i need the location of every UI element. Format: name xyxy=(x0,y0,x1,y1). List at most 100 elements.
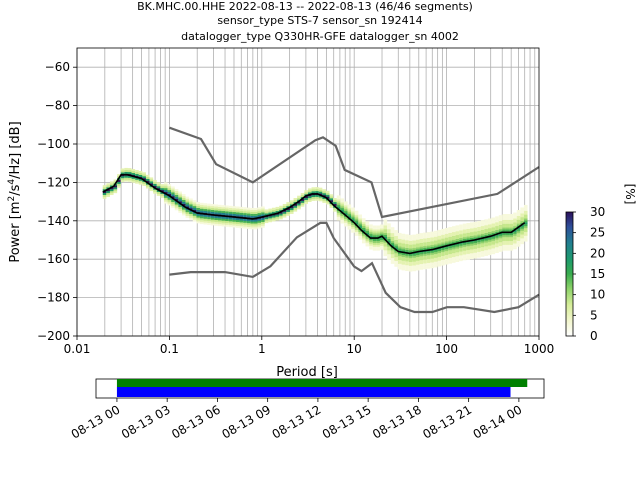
heatmap-cell xyxy=(322,189,326,192)
heatmap-cell xyxy=(455,227,460,230)
heatmap-cell xyxy=(142,174,146,177)
heatmap-cell xyxy=(433,255,438,258)
heatmap-cell xyxy=(343,210,348,214)
heatmap-cell xyxy=(106,194,110,197)
heatmap-cell xyxy=(516,244,521,247)
heatmap-cell xyxy=(264,213,269,216)
heatmap-cell xyxy=(171,194,175,197)
heatmap-cell xyxy=(498,230,503,233)
heatmap-cell xyxy=(253,209,258,213)
heatmap-cell xyxy=(120,168,125,171)
heatmap-cell xyxy=(423,244,427,247)
heatmap-cell xyxy=(372,238,377,242)
heatmap-cell xyxy=(361,237,366,240)
heatmap-cell xyxy=(325,192,330,195)
heatmap-cell xyxy=(153,185,157,188)
heatmap-cell xyxy=(444,233,449,236)
heatmap-cell xyxy=(185,208,190,211)
heatmap-cell xyxy=(441,236,445,239)
heatmap-cell xyxy=(354,228,359,231)
heatmap-cell xyxy=(401,256,406,259)
heatmap-cell xyxy=(444,258,449,261)
heatmap-cell xyxy=(217,216,222,219)
heatmap-cell xyxy=(397,255,402,259)
heatmap-cell xyxy=(279,213,283,216)
heatmap-cell xyxy=(412,263,416,266)
heatmap-cell xyxy=(189,209,193,213)
heatmap-cell xyxy=(336,206,341,210)
heatmap-cell xyxy=(145,184,150,187)
heatmap-cell xyxy=(394,253,398,256)
heatmap-cell xyxy=(145,186,150,189)
heatmap-cell xyxy=(415,256,420,259)
heatmap-cell xyxy=(167,191,172,194)
heatmap-cell xyxy=(336,203,341,206)
heatmap-cell xyxy=(484,238,488,241)
heatmap-cell xyxy=(369,230,373,233)
heatmap-cell xyxy=(484,246,488,249)
heatmap-cell xyxy=(523,233,528,236)
heatmap-cell xyxy=(156,182,161,185)
title-line-3: datalogger_type Q330HR-GFE datalogger_sn… xyxy=(181,30,459,43)
heatmap-cell xyxy=(426,241,431,244)
heatmap-cell xyxy=(102,190,107,194)
heatmap-cell xyxy=(412,257,416,260)
heatmap-cell xyxy=(379,247,384,250)
heatmap-cell xyxy=(358,233,362,236)
heatmap-cell xyxy=(448,240,452,243)
heatmap-cell xyxy=(106,189,110,192)
x-tick-label: 1 xyxy=(258,342,266,356)
heatmap-cell xyxy=(441,259,445,262)
heatmap-cell xyxy=(469,255,474,258)
heatmap-cell xyxy=(214,217,218,221)
heatmap-cell xyxy=(459,255,463,258)
heatmap-cell xyxy=(178,206,182,209)
heatmap-cell xyxy=(523,224,528,227)
heatmap-cell xyxy=(491,240,496,243)
heatmap-cell xyxy=(196,219,200,222)
heatmap-cell xyxy=(117,179,121,182)
heatmap-cell xyxy=(401,237,406,240)
heatmap-cell xyxy=(387,252,391,255)
heatmap-cell xyxy=(509,235,514,238)
heatmap-cell xyxy=(336,197,341,200)
heatmap-cell xyxy=(275,208,280,211)
heatmap-cell xyxy=(210,223,215,226)
heatmap-cell xyxy=(448,234,452,237)
heatmap-cell xyxy=(311,198,316,201)
heatmap-cell xyxy=(401,247,406,250)
heatmap-cell xyxy=(430,256,434,259)
heatmap-cell xyxy=(329,196,334,199)
heatmap-cell xyxy=(264,219,269,222)
heatmap-cell xyxy=(225,209,229,212)
x-tick-label: 0.01 xyxy=(64,342,91,356)
heatmap-cell xyxy=(358,226,362,229)
heatmap-cell xyxy=(401,249,406,252)
heatmap-cell xyxy=(243,213,247,216)
heatmap-cell xyxy=(473,241,478,244)
heatmap-cell xyxy=(379,245,384,248)
y-tick-label: −160 xyxy=(37,252,70,266)
heatmap-cell xyxy=(196,207,200,210)
heatmap-cell xyxy=(340,209,344,213)
heatmap-cell xyxy=(466,223,470,226)
heatmap-cell xyxy=(516,219,521,222)
heatmap-cell xyxy=(153,179,157,183)
heatmap-cell xyxy=(405,238,409,241)
heatmap-cell xyxy=(408,250,413,253)
heatmap-cell xyxy=(185,211,190,215)
heatmap-cell xyxy=(437,262,442,265)
heatmap-cell xyxy=(318,189,323,192)
y-ticks: −200 −180 −160 −140 −120 −100 −80 −60 xyxy=(37,60,77,343)
heatmap-cell xyxy=(437,237,442,240)
heatmap-cell xyxy=(340,202,344,205)
heatmap-cell xyxy=(415,252,420,256)
heatmap-cell xyxy=(261,208,265,211)
heatmap-cell xyxy=(351,228,355,231)
heatmap-cell xyxy=(487,224,492,227)
heatmap-cell xyxy=(171,188,175,191)
heatmap-cell xyxy=(221,222,226,225)
heatmap-cell xyxy=(469,230,474,233)
heatmap-cell xyxy=(513,229,517,232)
heatmap-cell xyxy=(235,212,240,215)
